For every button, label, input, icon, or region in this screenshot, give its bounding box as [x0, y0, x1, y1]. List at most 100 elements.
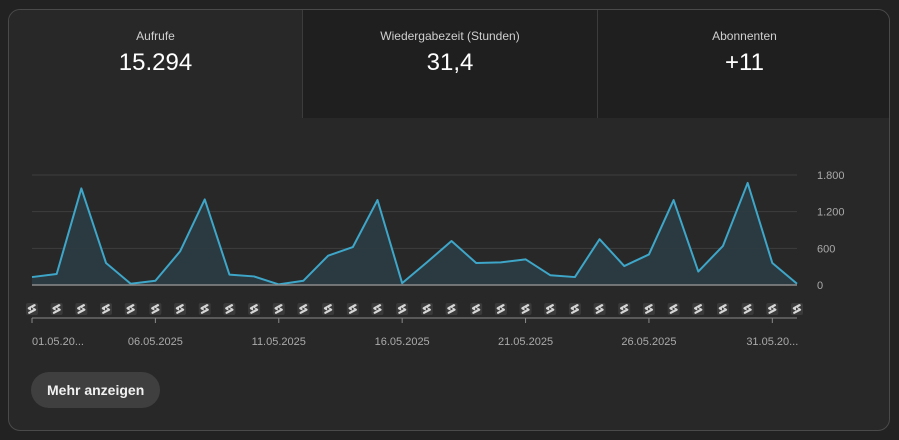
data-point[interactable]	[598, 237, 602, 241]
tab-value: 15.294	[118, 49, 193, 76]
data-point[interactable]	[548, 273, 552, 277]
shorts-icon[interactable]	[791, 303, 803, 315]
data-point[interactable]	[375, 198, 379, 202]
tab-value: +11	[725, 49, 764, 76]
data-point[interactable]	[30, 275, 34, 279]
tab-watch-time[interactable]: Wiedergabezeit (Stunden) 31,4	[302, 10, 597, 118]
x-tick-label: 11.05.2025	[252, 336, 306, 348]
x-tick-label: 06.05.2025	[128, 336, 183, 348]
tab-views[interactable]: Aufrufe 15.294	[9, 10, 302, 118]
shorts-icon[interactable]	[445, 303, 458, 315]
shorts-icon-play	[277, 307, 281, 311]
shorts-icon-play	[796, 307, 799, 311]
views-chart: 0 600 1.200 1.800 01.05.20... 06.05.2025 11.05…	[26, 170, 845, 348]
shorts-icon[interactable]	[618, 303, 631, 315]
shorts-icon[interactable]	[667, 303, 680, 315]
tab-label: Abonnenten	[712, 29, 777, 43]
data-point[interactable]	[79, 186, 83, 190]
data-point[interactable]	[622, 264, 626, 268]
shorts-icon-play	[80, 307, 83, 311]
shorts-icon[interactable]	[568, 303, 581, 315]
shorts-icon[interactable]	[766, 303, 779, 315]
data-point[interactable]	[178, 249, 182, 253]
shorts-icon-play	[376, 307, 380, 311]
shorts-icon[interactable]	[100, 303, 113, 315]
shorts-icon[interactable]	[50, 303, 63, 315]
data-point[interactable]	[770, 261, 774, 265]
data-point[interactable]	[524, 257, 528, 261]
data-point[interactable]	[696, 270, 700, 274]
shorts-icon-play	[623, 307, 626, 311]
data-point[interactable]	[672, 198, 676, 202]
shorts-icon[interactable]	[346, 303, 359, 315]
shorts-icon[interactable]	[198, 303, 211, 315]
data-point[interactable]	[55, 272, 59, 276]
series-line	[31, 181, 798, 286]
show-more-button[interactable]: Mehr anzeigen	[31, 372, 161, 408]
shorts-icon[interactable]	[26, 303, 38, 315]
shorts-icon[interactable]	[322, 303, 335, 315]
data-point[interactable]	[721, 244, 725, 248]
chart-area: 0 600 1.200 1.800 01.05.20... 06.05.2025 11.05…	[9, 118, 889, 358]
shorts-icon[interactable]	[174, 303, 187, 315]
data-point[interactable]	[301, 279, 305, 283]
data-point[interactable]	[499, 260, 503, 264]
shorts-icon-play	[425, 307, 429, 311]
x-tick-label: 26.05.2025	[621, 336, 676, 348]
shorts-icon[interactable]	[272, 303, 285, 315]
data-point[interactable]	[573, 275, 577, 279]
shorts-icon-play	[253, 307, 256, 311]
shorts-icon[interactable]	[297, 303, 310, 315]
shorts-icon-play	[697, 307, 700, 311]
data-point[interactable]	[351, 245, 355, 249]
shorts-icon[interactable]	[544, 303, 557, 315]
shorts-icon-play	[475, 307, 478, 311]
data-point[interactable]	[227, 273, 231, 277]
tab-value: 31,4	[426, 49, 474, 76]
shorts-icon-play	[154, 307, 157, 311]
shorts-icon[interactable]	[692, 303, 705, 315]
shorts-icon-play	[351, 307, 355, 311]
shorts-icon[interactable]	[371, 303, 384, 315]
shorts-icon-play	[771, 307, 774, 311]
shorts-icon[interactable]	[248, 303, 261, 315]
data-point[interactable]	[203, 197, 207, 201]
shorts-icon-play	[105, 307, 108, 311]
shorts-icon-play	[573, 307, 577, 311]
shorts-icon-play	[228, 307, 232, 311]
shorts-icon-play	[672, 307, 676, 311]
shorts-icon[interactable]	[75, 303, 88, 315]
shorts-icon[interactable]	[519, 303, 532, 315]
shorts-icon[interactable]	[494, 303, 507, 315]
data-point[interactable]	[746, 181, 750, 185]
shorts-icon[interactable]	[642, 303, 655, 315]
shorts-icon[interactable]	[223, 303, 236, 315]
shorts-icon[interactable]	[420, 303, 433, 315]
shorts-icon-play	[499, 307, 503, 311]
data-point[interactable]	[450, 239, 454, 243]
shorts-icon[interactable]	[470, 303, 483, 315]
data-point[interactable]	[252, 274, 256, 278]
shorts-icon[interactable]	[716, 303, 729, 315]
data-point[interactable]	[104, 261, 108, 265]
shorts-icon[interactable]	[149, 303, 162, 315]
data-point[interactable]	[326, 254, 330, 258]
data-point[interactable]	[153, 279, 157, 283]
analytics-card: Aufrufe 15.294 Wiedergabezeit (Stunden) …	[8, 9, 890, 431]
shorts-icon-play	[327, 307, 330, 311]
shorts-icon-play	[401, 307, 404, 311]
shorts-icon[interactable]	[741, 303, 754, 315]
data-point[interactable]	[474, 261, 478, 265]
shorts-icon-play	[55, 307, 59, 311]
shorts-icon[interactable]	[124, 303, 137, 315]
shorts-icon-play	[598, 307, 602, 311]
shorts-icon-play	[721, 307, 725, 311]
shorts-icon-play	[179, 307, 182, 311]
shorts-icon[interactable]	[593, 303, 606, 315]
data-point[interactable]	[425, 260, 429, 264]
tab-subscribers[interactable]: Abonnenten +11	[597, 10, 889, 118]
data-point[interactable]	[647, 252, 651, 256]
shorts-icon-play	[31, 307, 34, 311]
x-tick-label: 01.05.20...	[32, 336, 84, 348]
shorts-icon[interactable]	[396, 303, 409, 315]
